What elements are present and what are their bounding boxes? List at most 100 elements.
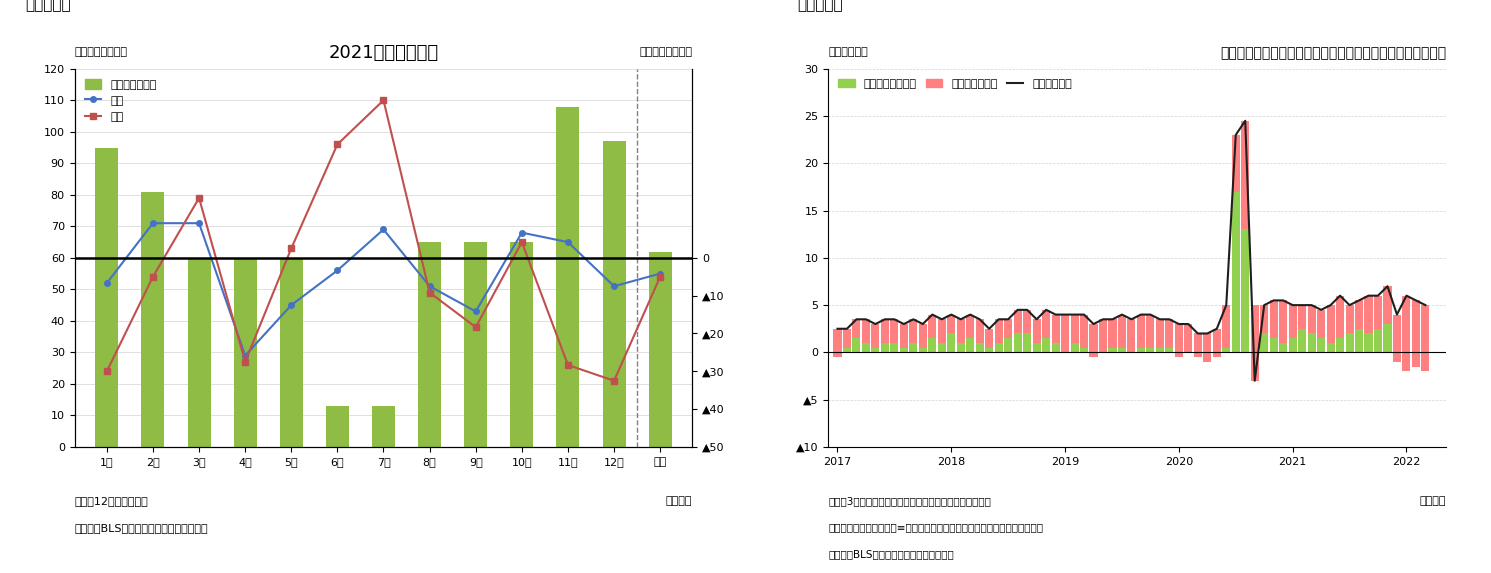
- Bar: [1175, 324, 1182, 357]
- Bar: [1223, 348, 1230, 352]
- Bar: [1241, 121, 1249, 229]
- Text: （注）12月は未確定値: （注）12月は未確定値: [75, 496, 148, 506]
- Bar: [1203, 333, 1211, 362]
- Bar: [1127, 319, 1136, 352]
- Bar: [1317, 310, 1325, 338]
- Bar: [1062, 315, 1069, 352]
- Bar: [890, 343, 899, 352]
- Bar: [1023, 310, 1032, 333]
- Bar: [1071, 315, 1078, 343]
- Bar: [1232, 135, 1241, 191]
- Bar: [1071, 343, 1078, 352]
- Bar: [862, 319, 869, 343]
- Bar: [95, 148, 118, 447]
- Bar: [1288, 305, 1297, 338]
- Bar: [188, 258, 210, 447]
- Bar: [1299, 329, 1306, 352]
- Bar: [1156, 319, 1164, 348]
- 週当たり賃金: [1009, 307, 1027, 313]
- Bar: [1003, 319, 1012, 338]
- Bar: [1279, 343, 1287, 352]
- Bar: [1099, 319, 1106, 352]
- Bar: [975, 319, 984, 343]
- Bar: [1393, 315, 1402, 362]
- Bar: [1375, 329, 1382, 352]
- Bar: [1327, 343, 1334, 352]
- Bar: [938, 343, 945, 352]
- Bar: [929, 315, 936, 338]
- Bar: [280, 258, 303, 447]
- Bar: [1118, 348, 1126, 352]
- Bar: [1384, 324, 1391, 352]
- Bar: [1118, 315, 1126, 348]
- Bar: [1090, 324, 1097, 357]
- Bar: [1384, 286, 1391, 324]
- Bar: [1345, 333, 1354, 352]
- Bar: [1421, 305, 1430, 371]
- Bar: [1260, 333, 1269, 352]
- Bar: [947, 315, 956, 333]
- 週当たり賃金: [1123, 316, 1141, 323]
- Bar: [871, 324, 880, 348]
- Text: （月次）: （月次）: [666, 496, 692, 506]
- Bar: [1079, 348, 1088, 352]
- Bar: [833, 329, 841, 357]
- 週当たり賃金: [1408, 297, 1425, 304]
- Bar: [1042, 338, 1050, 352]
- Bar: [1166, 348, 1173, 352]
- Bar: [1223, 305, 1230, 348]
- Bar: [1299, 305, 1306, 329]
- Text: （年率、％）: （年率、％）: [829, 48, 868, 57]
- Bar: [1090, 352, 1097, 357]
- Text: 民間非農業部門の週当たり賃金伸び率（年率換算、寄与度）: 民間非農業部門の週当たり賃金伸び率（年率換算、寄与度）: [1220, 46, 1446, 61]
- Bar: [1212, 329, 1221, 357]
- Bar: [1364, 333, 1373, 352]
- Bar: [1403, 352, 1410, 371]
- 週当たり賃金: [1416, 301, 1434, 308]
- Bar: [1308, 305, 1315, 333]
- Bar: [1355, 300, 1363, 329]
- 週当たり賃金: [1236, 117, 1254, 124]
- Bar: [417, 242, 441, 447]
- Bar: [975, 343, 984, 352]
- Bar: [833, 352, 841, 357]
- Bar: [1147, 315, 1154, 348]
- Bar: [1270, 300, 1278, 338]
- Bar: [142, 191, 164, 447]
- Bar: [1403, 296, 1410, 371]
- Bar: [649, 252, 671, 447]
- Bar: [464, 242, 488, 447]
- Bar: [890, 319, 899, 343]
- Bar: [938, 319, 945, 343]
- Bar: [1308, 333, 1315, 352]
- Bar: [510, 242, 534, 447]
- Bar: [1336, 296, 1343, 338]
- Bar: [1412, 352, 1419, 367]
- Bar: [1108, 319, 1117, 348]
- Text: （資料）BLSよりニッセイ基礎研究所作成: （資料）BLSよりニッセイ基礎研究所作成: [75, 523, 209, 532]
- Bar: [986, 348, 993, 352]
- Title: 2021年改定の結果: 2021年改定の結果: [328, 44, 438, 62]
- Bar: [1288, 338, 1297, 352]
- Bar: [1317, 338, 1325, 352]
- Bar: [1108, 348, 1117, 352]
- Bar: [929, 338, 936, 352]
- Bar: [1138, 315, 1145, 348]
- Legend: 改定幅（右軸）, 今回, 前回: 改定幅（右軸）, 今回, 前回: [81, 74, 161, 127]
- Bar: [966, 315, 974, 338]
- Bar: [1327, 305, 1334, 343]
- Bar: [1375, 296, 1382, 329]
- Bar: [918, 348, 927, 352]
- Bar: [1194, 333, 1202, 357]
- Bar: [602, 142, 626, 447]
- Bar: [901, 348, 908, 352]
- Bar: [1232, 191, 1241, 352]
- Bar: [1260, 305, 1269, 333]
- Bar: [947, 333, 956, 352]
- Bar: [1279, 300, 1287, 343]
- Bar: [1014, 333, 1021, 352]
- 週当たり賃金: [990, 316, 1008, 323]
- Bar: [371, 406, 395, 447]
- Text: （注）3カ月後方移動平均後の前月比伸び率（年率換算）: （注）3カ月後方移動平均後の前月比伸び率（年率換算）: [829, 496, 992, 506]
- Bar: [1355, 329, 1363, 352]
